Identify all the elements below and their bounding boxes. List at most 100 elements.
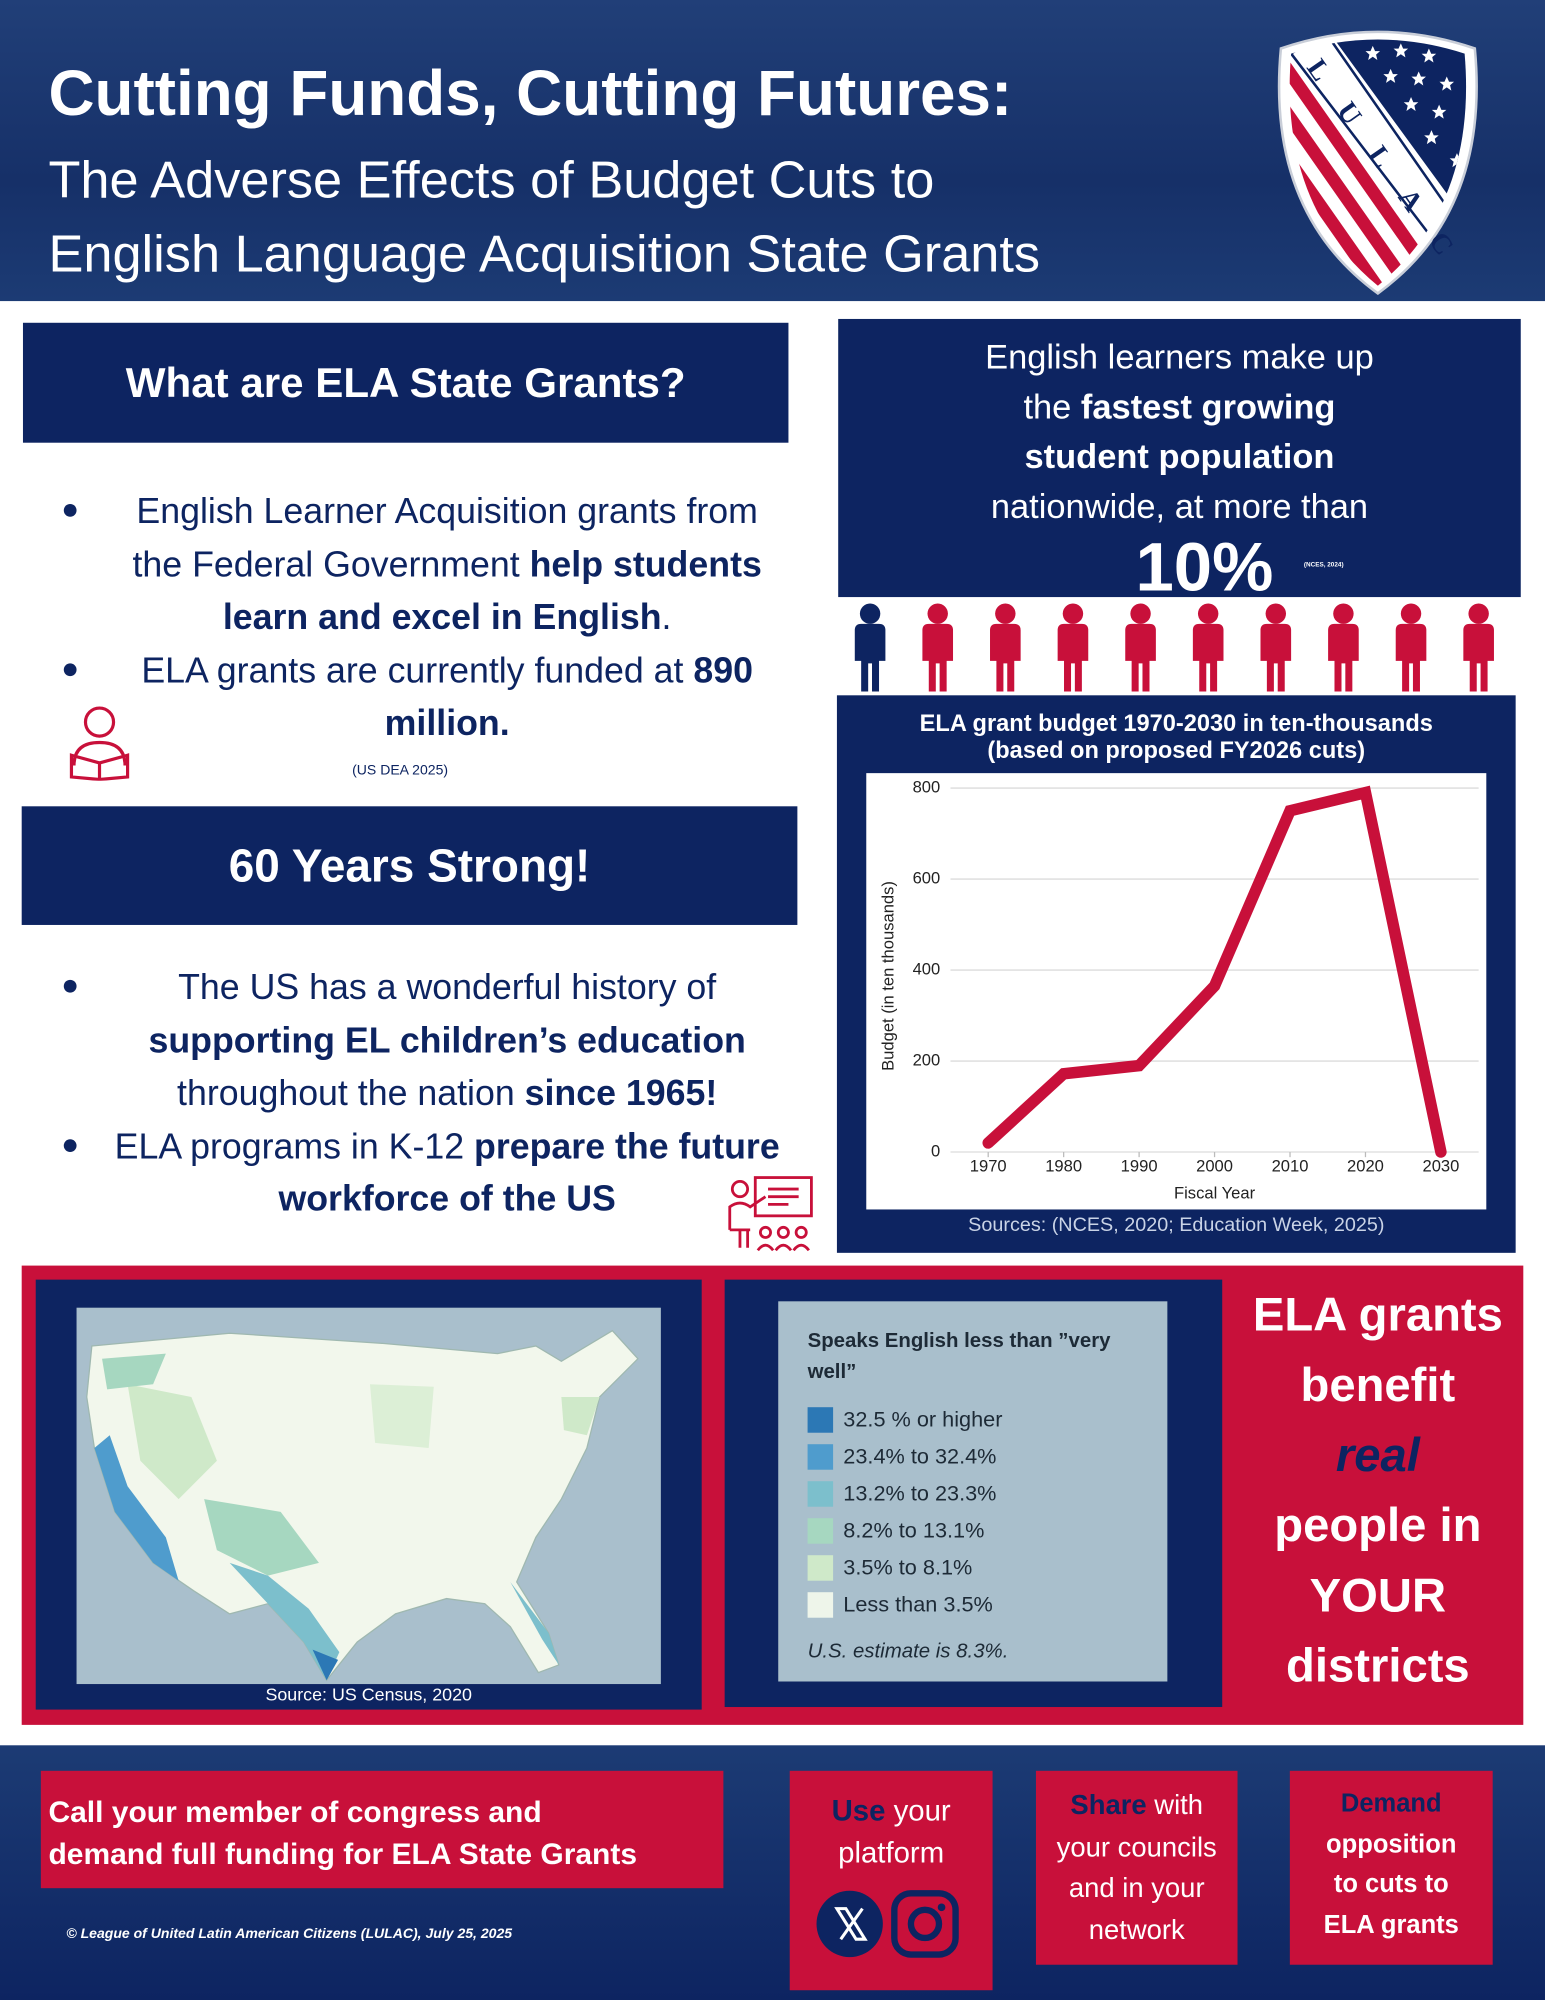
text-run: throughout the nation [177,1072,525,1113]
text-run: real [1335,1428,1420,1482]
text-line: the fastest growing [838,383,1521,433]
text-line: your councils [1036,1826,1238,1867]
source-note: (US DEA 2025) [352,762,449,779]
text-run: ELA programs in K-12 [114,1125,475,1166]
legend-item: Less than 3.5% [807,1586,1168,1623]
text-run: English learners make up [985,338,1374,377]
legend-swatch [807,1517,834,1544]
subtitle-line: English Language Acquisition State Grant… [48,224,1041,284]
x-tick-label: 2020 [1347,1157,1384,1176]
legend-swatch [807,1591,834,1618]
heading-text: What are ELA State Grants? [125,358,686,406]
x-tick-label: 1980 [1045,1157,1082,1176]
y-tick-label: 200 [913,1050,941,1069]
legend-item: 23.4% to 32.4% [807,1438,1168,1475]
text-run: since 1965! [524,1072,718,1113]
bullet: ELA grants are currently funded at 890 m… [61,644,782,750]
legend-swatch [807,1406,834,1433]
line-chart: 0 200 400 600 800 1970 1980 1990 2000 2010 2020 203… [866,773,1487,1210]
stat-text: English learners make up the fastest grow… [838,333,1521,532]
bullet-list: English Learner Acquisition grants from … [61,485,782,750]
text-run: platform [838,1835,945,1870]
text-line: network [1036,1909,1238,1950]
x-tick-label: 2030 [1422,1157,1459,1176]
y-axis-label: Budget (in ten thousands) [879,881,898,1071]
text-line: Share with [1036,1785,1238,1826]
text-line: Demand [1290,1785,1493,1825]
text-run: Demand [1340,1789,1442,1819]
legend-items: 32.5 % or higher 23.4% to 32.4% 13.2% to 2… [807,1401,1168,1623]
text-run: 890 million. [384,650,753,743]
chart-source: Sources: (NCES, 2020; Education Week, 20… [968,1214,1385,1237]
legend-item: 13.2% to 23.3% [807,1475,1168,1512]
x-tick-label: 2010 [1272,1157,1309,1176]
action-box: Use your platform [789,1770,993,1991]
page-title: Cutting Funds, Cutting Futures: [48,57,1013,129]
call-to-action: Call your member of congress and demand f… [40,1770,724,1889]
text-line: ELA grants [1290,1905,1493,1945]
text-line: Call your member of congress and [48,1791,723,1833]
legend-item: 32.5 % or higher [807,1401,1168,1438]
text-run: English Learner Acquisition grants from … [132,491,758,584]
text-run: The US has a wonderful history of [178,967,717,1007]
stat-source: (NCES, 2024) [1303,561,1344,570]
text-run: network [1088,1914,1185,1945]
text-line: demand full funding for ELA State Grants [48,1833,723,1875]
text-run: to cuts to [1333,1870,1449,1899]
lulac-logo: LULAC [1277,30,1478,296]
text-run: . [661,597,672,637]
text-run: your [885,1793,951,1827]
text-run: districts [1286,1639,1470,1692]
text-line: Use your [790,1790,993,1832]
text-run: ELA grants [1252,1288,1503,1341]
text-run: YOUR [1309,1569,1447,1622]
text-run: your councils [1056,1831,1217,1863]
text-line: YOUR [1227,1560,1528,1630]
text-run: people in [1274,1499,1482,1552]
text-run: ELA grants are currently funded at [141,650,694,690]
map-source: Source: US Census, 2020 [265,1684,472,1705]
chart-title-line: (based on proposed FY2026 cuts) [987,736,1366,763]
page-subtitle: The Adverse Effects of Budget Cuts to En… [48,143,1040,291]
text-run: supporting EL children’s education [148,1020,746,1060]
data-line [982,785,1447,1158]
callout: ELA grants benefit real people in YOUR distri… [1227,1280,1528,1701]
social-icons [816,1890,959,1958]
section-heading: 60 Years Strong! [21,806,798,925]
text-run: fastest growing [1080,387,1336,427]
text-line: nationwide, at more than [838,482,1521,532]
text-run: benefit [1300,1358,1456,1412]
text-run: prepare the future workforce of the US [278,1125,780,1219]
text-run: nationwide, at more than [990,487,1369,526]
teacher-icon [728,1176,813,1252]
legend-label: 23.4% to 32.4% [843,1443,997,1468]
y-tick-label: 600 [913,868,941,887]
legend-title: Speaks English less than ”very well” [807,1330,1111,1383]
legend-label: 13.2% to 23.3% [843,1480,997,1505]
section-heading: What are ELA State Grants? [22,322,789,443]
x-tick-label: 1990 [1121,1157,1158,1176]
y-tick-label: 800 [913,777,941,796]
text-run: Call your member of congress and [48,1795,542,1829]
legend-swatch [807,1480,834,1507]
text-run: opposition [1326,1830,1457,1859]
text-run: and in your [1068,1872,1205,1904]
x-axis-label: Fiscal Year [1174,1184,1256,1203]
text-line: ELA grants [1227,1280,1528,1350]
people-row [854,603,1494,692]
legend-swatch [807,1554,834,1581]
subtitle-line: The Adverse Effects of Budget Cuts to [48,150,935,210]
text-run: Use [831,1793,886,1827]
chart-title: ELA grant budget 1970-2030 in ten-thousa… [837,709,1516,763]
text-run: help students learn and excel in English [222,544,762,637]
stat-box: English learners make up the fastest grow… [838,318,1521,606]
us-map [76,1307,661,1685]
action-box: Share with your councils and in your networ… [1035,1770,1238,1965]
text-line: real [1227,1420,1528,1490]
y-tick-label: 400 [913,959,941,978]
text-run: ELA grants [1323,1910,1459,1939]
bullet: English Learner Acquisition grants from … [61,485,782,644]
bullet: The US has a wonderful history of suppor… [61,961,782,1120]
y-tick-label: 0 [931,1141,940,1160]
